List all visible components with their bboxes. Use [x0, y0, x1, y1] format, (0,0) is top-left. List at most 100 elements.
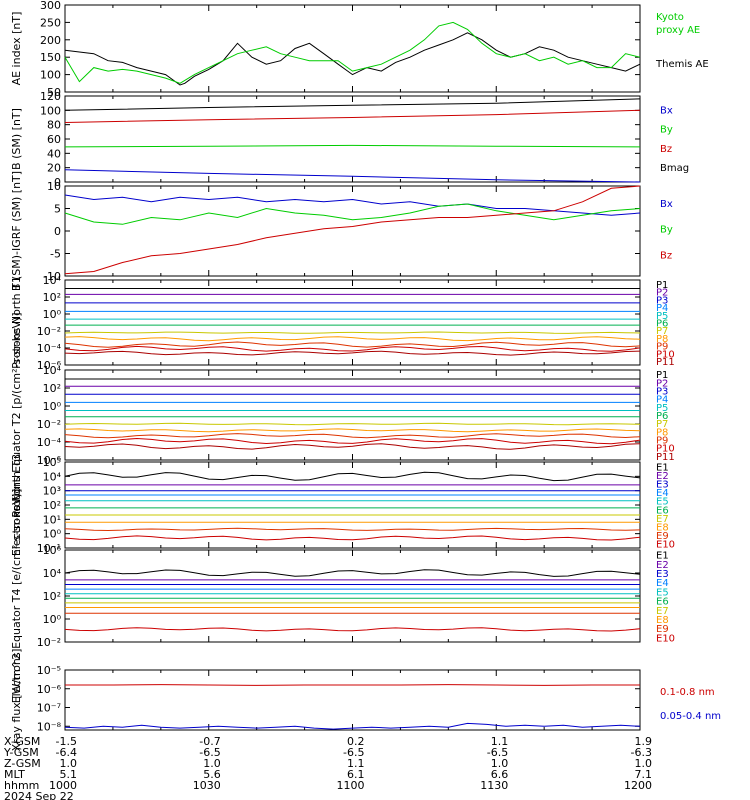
legend-bz: Bz [660, 250, 672, 261]
panel-1-ylabel: AE index [nT] [10, 12, 23, 86]
legend-p9: P9 [656, 342, 668, 353]
y-tick-label: 10⁻⁵ [37, 664, 61, 677]
y-tick-label: 10⁵ [43, 456, 61, 469]
x-axis-value: 1000 [49, 779, 77, 792]
y-tick-label: 10³ [43, 485, 61, 498]
panel-6-ylabel: Electrons North T3 [10, 454, 23, 556]
series-line-p11 [64, 443, 641, 450]
y-tick-label: 20 [47, 162, 61, 175]
y-tick-label: 10⁻² [37, 636, 61, 649]
y-tick-label: 100 [40, 104, 61, 117]
legend-e8: E8 [656, 615, 669, 626]
legend-e8: E8 [656, 523, 669, 534]
x-axis-value: 1.1 [347, 757, 365, 770]
series-line-p10 [64, 345, 641, 352]
y-tick-label: 10⁰ [43, 613, 62, 626]
legend-p10: P10 [656, 349, 675, 360]
series-line-0-05-0-4-nm [64, 722, 641, 730]
x-axis-row-label: Z-GSM [4, 757, 41, 770]
y-tick-label: 100 [40, 69, 61, 82]
panel-7-ylabel: Electrons Equator T4 [e/(cm²-s-sr-keV)] [10, 489, 23, 704]
y-tick-label: 10⁻⁶ [37, 454, 62, 467]
series-line-e1 [64, 569, 641, 577]
x-axis-row-label: X-GSM [4, 735, 40, 748]
y-tick-label: 10⁻² [37, 418, 61, 431]
series-line-p11 [64, 350, 641, 356]
series-line-p10 [64, 437, 641, 445]
y-tick-label: 60 [47, 133, 61, 146]
y-tick-label: 300 [40, 0, 61, 12]
legend-e9: E9 [656, 624, 669, 635]
series-line-bz [64, 185, 641, 275]
y-tick-label: 10⁻⁶ [37, 683, 62, 696]
series-line-kyoto-proxy-ae [64, 21, 641, 84]
series-line-p7 [64, 331, 641, 334]
legend-p5: P5 [656, 311, 668, 322]
legend-e6: E6 [656, 597, 669, 608]
y-tick-label: 10² [43, 382, 61, 395]
x-axis-value: -6.4 [56, 746, 77, 759]
panel-1-frame [64, 4, 641, 93]
legend-p2: P2 [656, 378, 668, 389]
x-axis-value: -6.5 [343, 746, 364, 759]
y-tick-label: 50 [47, 86, 61, 99]
legend-p5: P5 [656, 403, 668, 414]
series-line-e10 [64, 627, 641, 632]
panel-5-ylabel: Protons Equator T2 [p/(cm²-s-sr-keV)] [10, 312, 23, 517]
series-line-by [64, 144, 641, 148]
y-tick-label: 10⁻⁴ [37, 436, 62, 449]
y-tick-label: 10⁻¹ [37, 542, 61, 555]
legend-bmag: Bmag [660, 163, 689, 174]
x-axis-value: 1.9 [635, 735, 653, 748]
y-tick-label: 150 [40, 51, 61, 64]
series-line-bx [64, 169, 641, 183]
legend-e10: E10 [656, 540, 675, 551]
x-axis-value: 1130 [480, 779, 508, 792]
legend-bx: Bx [660, 199, 673, 210]
legend-p3: P3 [656, 295, 668, 306]
series-line-0-1-0-8-nm [65, 684, 640, 686]
legend-bx: Bx [660, 106, 673, 117]
legend-p7: P7 [656, 326, 668, 337]
y-tick-label: -5 [50, 248, 61, 261]
legend-p7: P7 [656, 419, 668, 430]
legend-e10: E10 [656, 633, 675, 644]
series-line-p7 [64, 422, 641, 426]
x-axis-row-label: MLT [4, 768, 25, 781]
x-axis-value: 1200 [624, 779, 652, 792]
legend-e3: E3 [656, 480, 669, 491]
x-axis-value: 6.6 [491, 768, 509, 781]
x-axis-value: 1.0 [635, 757, 653, 770]
legend-p6: P6 [656, 319, 668, 330]
x-axis-value: 5.1 [60, 768, 78, 781]
x-axis-value: -6.3 [631, 746, 652, 759]
y-tick-label: 0 [54, 225, 61, 238]
y-tick-label: 10⁰ [43, 400, 62, 413]
x-axis-value: 1.0 [60, 757, 78, 770]
legend-p11: P11 [656, 452, 675, 463]
y-tick-label: 10⁻⁸ [37, 720, 62, 733]
panel-8-frame [64, 669, 641, 731]
x-axis-value: 5.6 [203, 768, 221, 781]
legend-e4: E4 [656, 578, 669, 589]
panel-3-ylabel: B (SM)-IGRF (SM) [nT] [10, 171, 23, 291]
y-tick-label: 10⁶ [43, 544, 62, 557]
y-tick-label: 250 [40, 16, 61, 29]
y-tick-label: 10⁻² [37, 325, 61, 338]
y-tick-label: 5 [54, 203, 61, 216]
y-tick-label: 0 [54, 176, 61, 189]
series-line-p8 [64, 428, 641, 433]
legend-p8: P8 [656, 427, 668, 438]
x-axis-value: 1.0 [491, 757, 509, 770]
x-axis-value: -6.5 [487, 746, 508, 759]
panel-8-ylabel: Xray flux [W/m^2] [10, 649, 23, 752]
x-axis-value: 1.1 [491, 735, 509, 748]
y-tick-label: 10² [43, 291, 61, 304]
series-line-p8 [64, 336, 641, 342]
legend-p4: P4 [656, 303, 668, 314]
legend-e1: E1 [656, 462, 669, 473]
y-tick-label: 10⁰ [43, 528, 62, 541]
legend-p1: P1 [656, 280, 668, 291]
legend-e5: E5 [656, 497, 669, 508]
y-tick-label: 10⁴ [43, 567, 62, 580]
